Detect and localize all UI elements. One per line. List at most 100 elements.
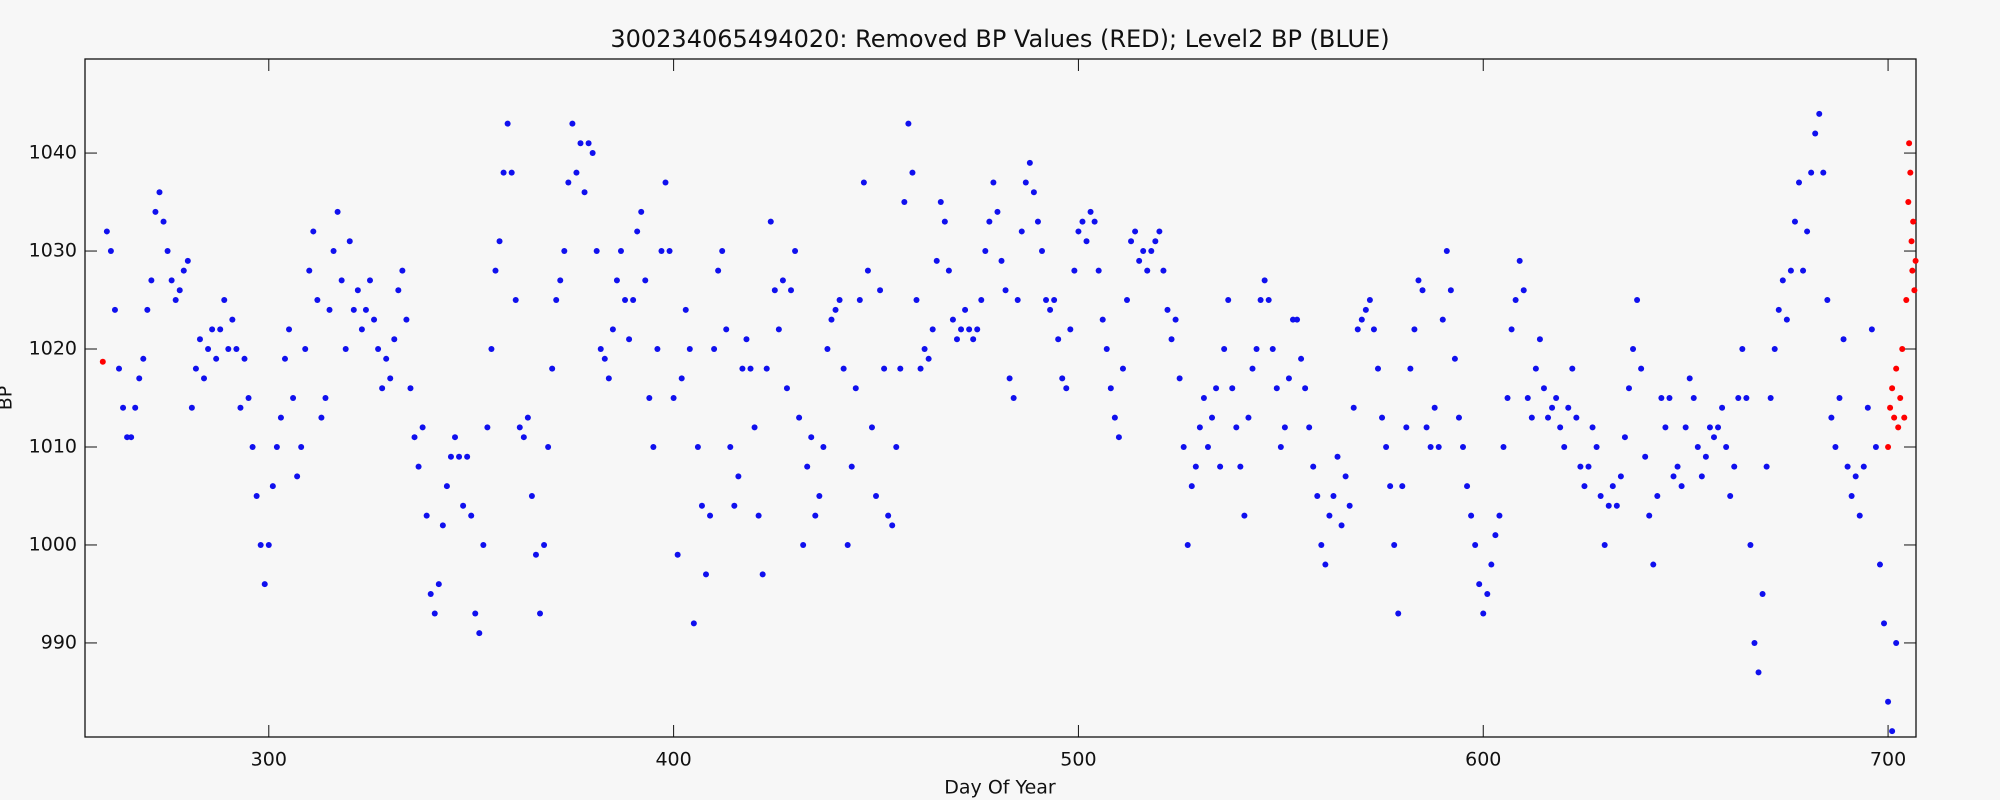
data-point: [921, 346, 928, 353]
data-point: [577, 140, 584, 147]
data-point: [358, 326, 365, 333]
data-point: [1294, 316, 1301, 323]
data-point: [281, 355, 288, 362]
data-point: [804, 463, 811, 470]
data-point: [1719, 404, 1726, 411]
data-point: [1605, 502, 1612, 509]
y-tick-label: 1040: [29, 142, 77, 164]
data-point: [1670, 473, 1677, 480]
data-point: [160, 218, 167, 225]
data-point: [1585, 463, 1592, 470]
data-point: [634, 228, 641, 235]
data-point: [1743, 395, 1750, 401]
data-point: [593, 248, 600, 255]
data-point: [1895, 424, 1902, 431]
data-point: [739, 365, 746, 372]
data-point: [1269, 346, 1276, 353]
data-point: [678, 375, 685, 382]
data-point: [492, 267, 499, 274]
data-point: [480, 541, 487, 548]
data-point: [1484, 590, 1491, 597]
data-point: [723, 326, 730, 333]
data-point: [860, 179, 867, 186]
data-point: [585, 140, 592, 147]
data-point: [1549, 404, 1556, 411]
data-point: [310, 228, 317, 235]
data-point: [500, 169, 507, 176]
data-point: [1889, 385, 1896, 392]
data-point: [346, 238, 353, 245]
data-point: [767, 218, 774, 225]
data-point: [1338, 522, 1345, 529]
data-point: [897, 365, 904, 372]
data-point: [662, 179, 669, 186]
data-point: [537, 610, 544, 617]
data-point: [937, 199, 944, 206]
data-point: [1906, 140, 1913, 147]
data-point: [788, 287, 795, 294]
data-point: [824, 346, 831, 353]
data-point: [1285, 375, 1292, 382]
data-point: [314, 297, 321, 304]
data-point: [431, 610, 438, 617]
data-point: [751, 424, 758, 431]
data-point: [1844, 463, 1851, 470]
data-point: [1836, 395, 1843, 401]
data-point: [1241, 512, 1248, 519]
data-point: [840, 365, 847, 372]
data-point: [1119, 365, 1126, 372]
data-point: [1621, 434, 1628, 441]
data-point: [605, 375, 612, 382]
data-point: [800, 541, 807, 548]
data-point: [1277, 443, 1284, 450]
data-point: [164, 248, 171, 255]
data-point: [1164, 306, 1171, 313]
data-point: [1903, 297, 1910, 304]
data-point: [630, 297, 637, 304]
data-point: [1249, 365, 1256, 372]
data-point: [508, 169, 515, 176]
data-point: [1881, 620, 1888, 627]
data-point: [1342, 473, 1349, 480]
data-point: [504, 120, 511, 127]
data-point: [399, 267, 406, 274]
data-point: [1889, 728, 1896, 735]
data-point: [354, 287, 361, 294]
data-point: [1911, 287, 1918, 294]
data-point: [966, 326, 973, 333]
data-point: [520, 434, 527, 441]
data-point: [856, 297, 863, 304]
data-point: [532, 551, 539, 558]
data-point: [103, 228, 110, 235]
data-point: [330, 248, 337, 255]
data-point: [1646, 512, 1653, 519]
data-point: [816, 492, 823, 499]
data-point: [666, 248, 673, 255]
x-tick-label: 400: [655, 749, 691, 771]
data-point: [1520, 287, 1527, 294]
data-point: [1516, 257, 1523, 264]
data-point: [962, 306, 969, 313]
data-point: [1791, 218, 1798, 225]
data-point: [1370, 326, 1377, 333]
data-point: [1128, 238, 1135, 245]
data-point: [885, 512, 892, 519]
data-point: [820, 443, 827, 450]
data-point: [1868, 326, 1875, 333]
data-point: [1496, 512, 1503, 519]
data-point: [1686, 375, 1693, 382]
data-point: [690, 620, 697, 627]
data-point: [702, 571, 709, 578]
data-point: [1172, 316, 1179, 323]
data-point: [1565, 404, 1572, 411]
y-axis-label: BP: [0, 386, 17, 411]
data-point: [1156, 228, 1163, 235]
data-point: [132, 404, 139, 411]
data-point: [188, 404, 195, 411]
data-point: [1213, 385, 1220, 392]
data-point: [1706, 424, 1713, 431]
data-point: [1698, 473, 1705, 480]
data-point: [1107, 385, 1114, 392]
data-point: [1710, 434, 1717, 441]
data-point: [715, 267, 722, 274]
